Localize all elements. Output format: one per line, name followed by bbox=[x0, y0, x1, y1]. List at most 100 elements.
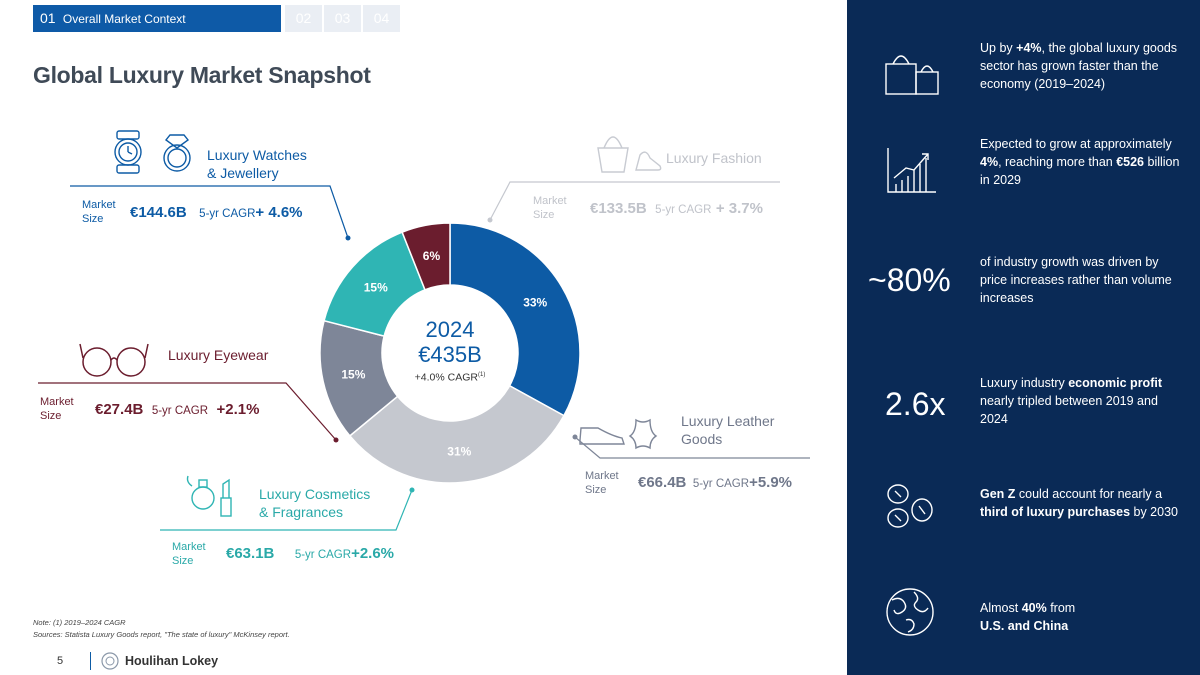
stat2-c: , reaching more than bbox=[998, 155, 1117, 169]
shopping-bags-icon bbox=[885, 55, 939, 95]
stat2-b: 4% bbox=[980, 155, 999, 169]
coins-icon bbox=[887, 484, 933, 528]
stat-price-text: of industry growth was driven by price i… bbox=[980, 255, 1172, 305]
fashion-market-size-label: Market Size bbox=[533, 194, 567, 222]
eyewear-values: €27.4B 5-yr CAGR +2.1% bbox=[95, 401, 259, 419]
cosmetics-cagr-label: 5-yr CAGR bbox=[294, 549, 352, 561]
stat1-a: Up by bbox=[980, 41, 1017, 55]
leather-hide-icon bbox=[628, 418, 658, 450]
market-donut-chart: 33% 31% 15% 15% 6% bbox=[319, 222, 581, 484]
stat5-a: Gen Z bbox=[980, 487, 1016, 501]
globe-icon bbox=[886, 588, 934, 636]
footnote: Note: (1) 2019–2024 CAGR bbox=[33, 618, 126, 627]
stat6-c: from bbox=[1046, 601, 1076, 615]
eyewear-cagr-label: 5-yr CAGR bbox=[151, 405, 209, 417]
watches-market-line2: Size bbox=[82, 213, 104, 225]
key-stats-panel bbox=[847, 0, 1200, 675]
stat-genz-text: Gen Z could account for nearly a third o… bbox=[980, 485, 1180, 521]
leather-cagr-label: 5-yr CAGR bbox=[692, 478, 750, 490]
fashion-value: €133.5B bbox=[590, 200, 647, 217]
center-year: 2024 bbox=[425, 317, 475, 342]
center-cagr-line: +4.0% CAGR(1) bbox=[365, 368, 535, 385]
page-number: 5 bbox=[57, 655, 64, 667]
fashion-label: Luxury Fashion bbox=[666, 150, 762, 166]
watches-label: Luxury Watches & Jewellery bbox=[207, 146, 307, 182]
donut-slice-luxury-fashion bbox=[348, 384, 565, 484]
cosmetics-label-line2: & Fragrances bbox=[259, 504, 344, 520]
eyewear-label: Luxury Eyewear bbox=[168, 347, 269, 363]
watches-label-line1: Luxury Watches bbox=[207, 147, 307, 163]
eyewear-market-size-label: Market Size bbox=[40, 395, 74, 423]
stat2-e: billion in 2029 bbox=[980, 155, 1180, 187]
leather-label-line1: Luxury Leather bbox=[681, 413, 775, 429]
eyewear-market-line1: Market bbox=[40, 396, 74, 408]
leather-shoe-icon bbox=[579, 427, 625, 445]
watches-cagr: + 4.6% bbox=[255, 204, 303, 221]
leather-label-line2: Goods bbox=[681, 431, 723, 447]
stat6-a: Almost bbox=[980, 601, 1022, 615]
donut-slice-luxury-watches-jewellery bbox=[449, 222, 581, 417]
stat4-c: nearly tripled between 2019 and 2024 bbox=[980, 394, 1158, 426]
tab-04[interactable]: 04 bbox=[363, 5, 400, 32]
watches-connector-dot bbox=[345, 235, 351, 241]
sources-note: Sources: Statista Luxury Goods report, "… bbox=[33, 630, 290, 639]
watches-label-line2: & Jewellery bbox=[207, 165, 279, 181]
heel-shoe-icon bbox=[635, 151, 662, 171]
stat-forecast-text: Expected to grow at approximately 4%, re… bbox=[980, 135, 1180, 189]
leather-market-line2: Size bbox=[585, 484, 607, 496]
tab-03[interactable]: 03 bbox=[324, 5, 361, 32]
lipstick-icon bbox=[220, 478, 232, 517]
leather-values: €66.4B 5-yr CAGR+5.9% bbox=[638, 474, 792, 492]
stat-profit-big: 2.6x bbox=[885, 386, 946, 422]
watch-icon bbox=[114, 130, 142, 174]
tab-number: 01 bbox=[40, 10, 56, 26]
fashion-market-line1: Market bbox=[533, 195, 567, 207]
center-total: €435B bbox=[418, 342, 482, 367]
brand-name: Houlihan Lokey bbox=[125, 654, 219, 668]
leather-market-size-label: Market Size bbox=[585, 469, 619, 497]
fashion-market-line2: Size bbox=[533, 209, 555, 221]
fashion-connector-dot bbox=[487, 217, 493, 223]
footer-divider bbox=[90, 652, 91, 670]
donut-center: 2024 €435B +4.0% CAGR(1) bbox=[365, 318, 535, 385]
stat1-b: +4% bbox=[1016, 41, 1042, 55]
watches-market-size-label: Market Size bbox=[82, 198, 116, 226]
cosmetics-connector-dot bbox=[409, 487, 415, 493]
eyewear-cagr: +2.1% bbox=[216, 401, 260, 418]
handbag-icon bbox=[597, 136, 629, 173]
watches-connector bbox=[70, 185, 349, 239]
stat6-b: 40% bbox=[1021, 601, 1047, 615]
leather-cagr: +5.9% bbox=[749, 474, 793, 491]
stat-price-big: ~80% bbox=[868, 262, 951, 298]
fashion-cagr-label: 5-yr CAGR bbox=[655, 204, 712, 216]
stat4-a: Luxury industry bbox=[980, 376, 1069, 390]
tab-overall-market-context[interactable]: 01 Overall Market Context bbox=[33, 5, 281, 32]
donut-slice-luxury-eyewear bbox=[401, 222, 451, 291]
connector-layer bbox=[38, 130, 810, 531]
growth-chart-icon bbox=[887, 148, 936, 193]
cosmetics-value: €63.1B bbox=[226, 545, 275, 562]
tab-02[interactable]: 02 bbox=[285, 5, 322, 32]
center-cagr-sup: (1) bbox=[477, 372, 486, 378]
stat2-d: €526 bbox=[1116, 155, 1145, 169]
leather-market-line1: Market bbox=[585, 470, 619, 482]
stat5-b: could account for nearly a bbox=[1015, 487, 1163, 501]
center-cagr: +4.0% CAGR bbox=[414, 371, 478, 384]
stat6-d: U.S. and China bbox=[980, 619, 1069, 633]
donut-label-1: 31% bbox=[447, 445, 471, 459]
cosmetics-cagr: +2.6% bbox=[351, 545, 395, 562]
cosmetics-market-line2: Size bbox=[172, 555, 194, 567]
eyewear-connector-dot bbox=[333, 437, 339, 443]
page-title: Global Luxury Market Snapshot bbox=[33, 62, 371, 88]
watches-value: €144.6B bbox=[130, 204, 187, 221]
fashion-cagr: + 3.7% bbox=[715, 200, 763, 217]
perfume-bottle-icon bbox=[186, 475, 215, 510]
stat2-a: Expected to grow at approximately bbox=[980, 137, 1172, 151]
cosmetics-market-line1: Market bbox=[172, 541, 206, 553]
stat5-c: third of luxury purchases bbox=[980, 505, 1131, 519]
ring-icon bbox=[163, 134, 191, 172]
glasses-icon bbox=[79, 343, 149, 377]
cosmetics-values: €63.1B 5-yr CAGR+2.6% bbox=[226, 545, 394, 563]
stat4-b: economic profit bbox=[1068, 376, 1162, 390]
watches-market-line1: Market bbox=[82, 199, 116, 211]
